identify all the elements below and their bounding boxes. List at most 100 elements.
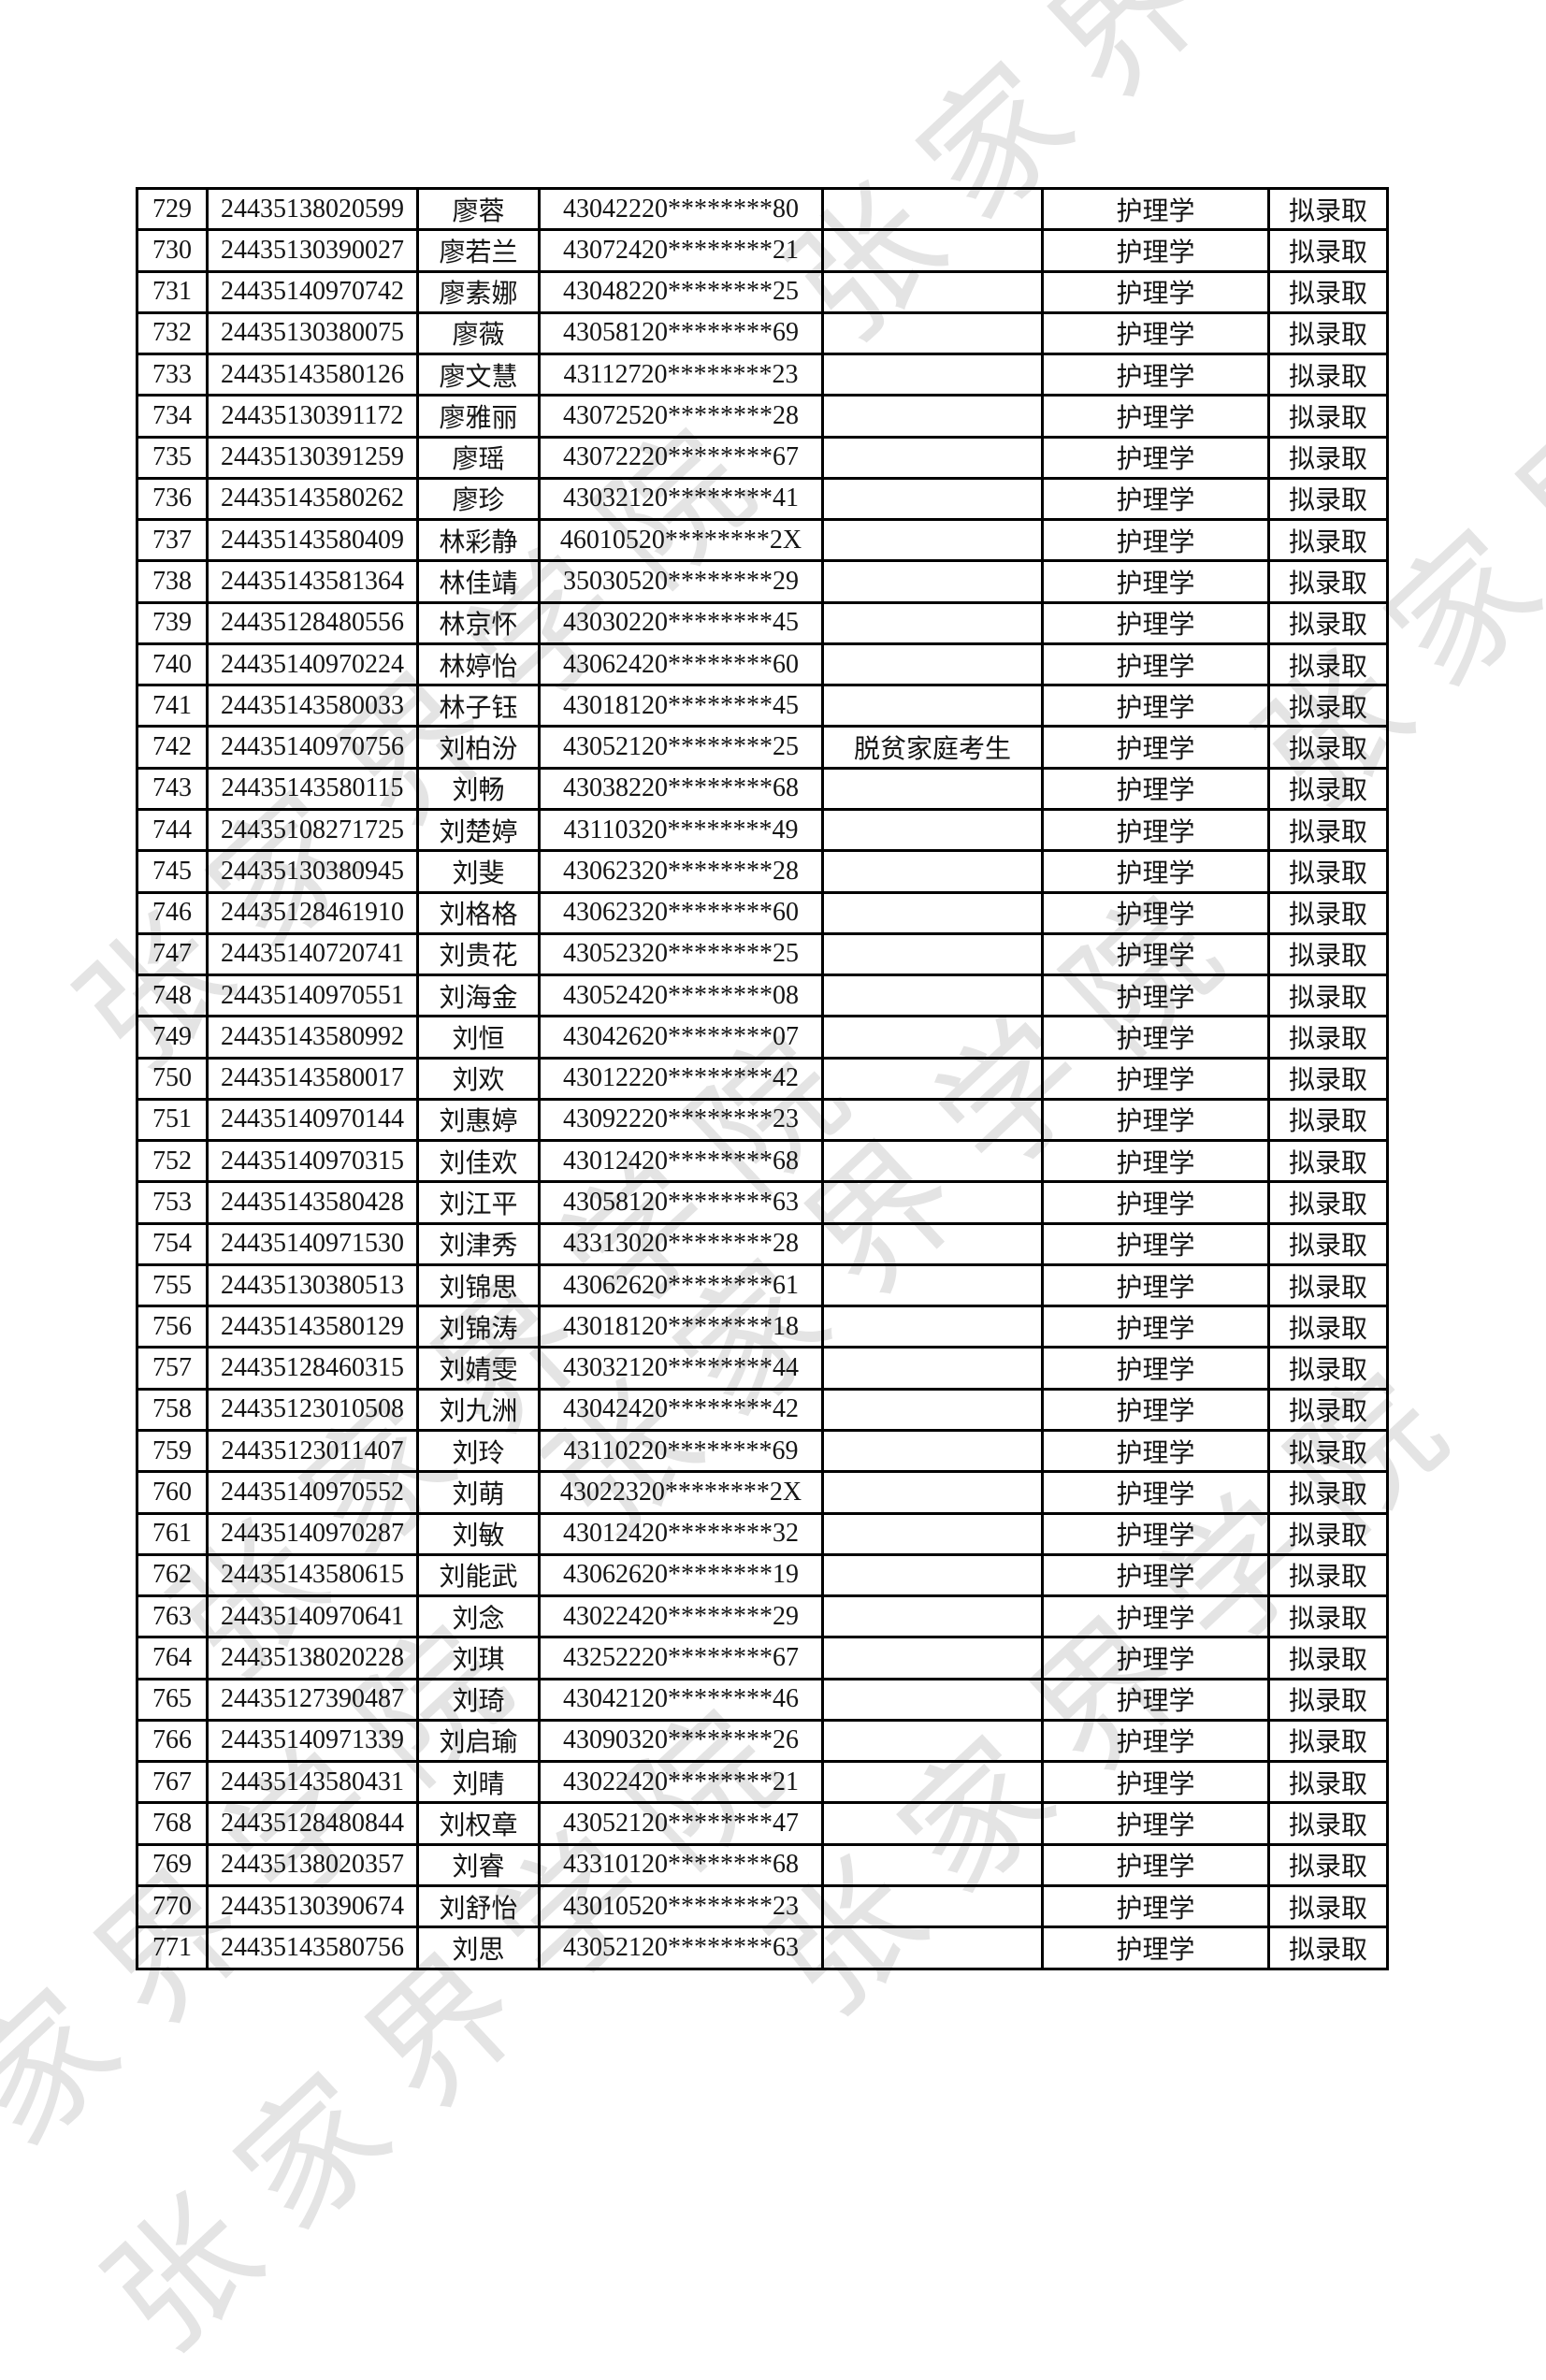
cell-status: 拟录取 <box>1267 1387 1389 1432</box>
table-row: 755 24435130380513 刘锦思 43062620********61 护理… <box>136 1262 1389 1308</box>
cell-exam_id: 24435143580431 <box>206 1760 419 1805</box>
cell-major: 护理学 <box>1041 1718 1270 1764</box>
cell-status: 拟录取 <box>1267 849 1389 894</box>
cell-note <box>821 931 1044 977</box>
cell-exam_id: 24435143580409 <box>206 518 419 563</box>
cell-name: 林佳靖 <box>416 559 541 604</box>
cell-name: 刘海金 <box>416 974 541 1018</box>
cell-seq: 749 <box>136 1015 209 1060</box>
cell-exam_id: 24435143580756 <box>206 1926 419 1970</box>
cell-seq: 744 <box>136 807 209 853</box>
cell-id_card: 43032120********44 <box>538 1346 824 1391</box>
cell-seq: 765 <box>136 1677 209 1722</box>
table-row: 743 24435143580115 刘畅 43038220********68 护理学… <box>136 766 1389 811</box>
cell-name: 刘九洲 <box>416 1387 541 1432</box>
cell-exam_id: 24435143580115 <box>206 766 419 811</box>
table-row: 730 24435130390027 廖若兰 43072420********21 护理… <box>136 228 1389 273</box>
cell-major: 护理学 <box>1041 1552 1270 1598</box>
cell-note <box>821 518 1044 563</box>
cell-status: 拟录取 <box>1267 1056 1389 1101</box>
cell-name: 廖薇 <box>416 310 541 356</box>
cell-status: 拟录取 <box>1267 931 1389 977</box>
cell-major: 护理学 <box>1041 394 1270 439</box>
cell-id_card: 43038220********68 <box>538 766 824 811</box>
cell-status: 拟录取 <box>1267 600 1389 645</box>
cell-seq: 735 <box>136 435 209 480</box>
cell-status: 拟录取 <box>1267 1760 1389 1805</box>
cell-major: 护理学 <box>1041 1470 1270 1515</box>
cell-seq: 737 <box>136 518 209 563</box>
cell-id_card: 43310120********68 <box>538 1842 824 1887</box>
cell-name: 刘舒怡 <box>416 1883 541 1929</box>
cell-name: 廖文慧 <box>416 353 541 397</box>
cell-major: 护理学 <box>1041 890 1270 935</box>
cell-id_card: 43110320********49 <box>538 807 824 853</box>
cell-exam_id: 24435130380075 <box>206 310 419 356</box>
cell-exam_id: 24435128480844 <box>206 1801 419 1846</box>
table-row: 744 24435108271725 刘楚婷 43110320********49 护理… <box>136 807 1389 853</box>
cell-note <box>821 435 1044 480</box>
admission-table: 729 24435138020599 廖蓉 43042220********80 护理学… <box>136 186 1389 1970</box>
cell-note <box>821 600 1044 645</box>
cell-note <box>821 974 1044 1018</box>
cell-status: 拟录取 <box>1267 725 1389 770</box>
admission-table-body: 729 24435138020599 廖蓉 43042220********80 护理学… <box>136 186 1389 1970</box>
cell-major: 护理学 <box>1041 310 1270 356</box>
cell-exam_id: 24435143580126 <box>206 353 419 397</box>
table-row: 764 24435138020228 刘琪 43252220********67 护理学… <box>136 1636 1389 1680</box>
cell-major: 护理学 <box>1041 725 1270 770</box>
cell-id_card: 43052120********47 <box>538 1801 824 1846</box>
cell-exam_id: 24435138020599 <box>206 186 419 232</box>
cell-id_card: 43022420********21 <box>538 1760 824 1805</box>
cell-exam_id: 24435140970551 <box>206 974 419 1018</box>
cell-exam_id: 24435143580992 <box>206 1015 419 1060</box>
cell-status: 拟录取 <box>1267 1883 1389 1929</box>
cell-major: 护理学 <box>1041 600 1270 645</box>
cell-id_card: 43012420********68 <box>538 1139 824 1184</box>
cell-exam_id: 24435130380513 <box>206 1262 419 1308</box>
table-row: 740 24435140970224 林婷怡 43062420********60 护理… <box>136 642 1389 687</box>
cell-name: 刘锦思 <box>416 1262 541 1308</box>
cell-major: 护理学 <box>1041 849 1270 894</box>
cell-seq: 762 <box>136 1552 209 1598</box>
cell-id_card: 43072520********28 <box>538 394 824 439</box>
cell-major: 护理学 <box>1041 1636 1270 1680</box>
cell-name: 刘晴 <box>416 1760 541 1805</box>
cell-status: 拟录取 <box>1267 228 1389 273</box>
cell-seq: 769 <box>136 1842 209 1887</box>
cell-note <box>821 1346 1044 1391</box>
table-row: 771 24435143580756 刘思 43052120********63 护理学… <box>136 1926 1389 1970</box>
cell-status: 拟录取 <box>1267 1221 1389 1266</box>
cell-major: 护理学 <box>1041 1015 1270 1060</box>
cell-seq: 759 <box>136 1428 209 1474</box>
cell-exam_id: 24435143580033 <box>206 684 419 728</box>
table-row: 738 24435143581364 林佳靖 35030520********29 护理… <box>136 559 1389 604</box>
cell-exam_id: 24435140970144 <box>206 1097 419 1143</box>
cell-id_card: 43042620********07 <box>538 1015 824 1060</box>
cell-seq: 755 <box>136 1262 209 1308</box>
cell-seq: 752 <box>136 1139 209 1184</box>
cell-note <box>821 1718 1044 1764</box>
cell-note <box>821 269 1044 314</box>
cell-exam_id: 24435143581364 <box>206 559 419 604</box>
cell-major: 护理学 <box>1041 1180 1270 1225</box>
cell-seq: 764 <box>136 1636 209 1680</box>
table-row: 731 24435140970742 廖素娜 43048220********25 护理… <box>136 269 1389 314</box>
cell-note <box>821 1636 1044 1680</box>
cell-status: 拟录取 <box>1267 476 1389 522</box>
cell-name: 林婷怡 <box>416 642 541 687</box>
cell-status: 拟录取 <box>1267 1594 1389 1639</box>
table-row: 749 24435143580992 刘恒 43042620********07 护理学… <box>136 1015 1389 1060</box>
cell-seq: 734 <box>136 394 209 439</box>
cell-note <box>821 353 1044 397</box>
cell-id_card: 43252220********67 <box>538 1636 824 1680</box>
cell-status: 拟录取 <box>1267 1428 1389 1474</box>
table-row: 759 24435123011407 刘玲 43110220********69 护理学… <box>136 1428 1389 1474</box>
table-row: 751 24435140970144 刘惠婷 43092220********23 护理… <box>136 1097 1389 1143</box>
cell-major: 护理学 <box>1041 1677 1270 1722</box>
table-row: 747 24435140720741 刘贵花 43052320********25 护理… <box>136 931 1389 977</box>
cell-note <box>821 807 1044 853</box>
cell-name: 刘思 <box>416 1926 541 1970</box>
cell-seq: 770 <box>136 1883 209 1929</box>
